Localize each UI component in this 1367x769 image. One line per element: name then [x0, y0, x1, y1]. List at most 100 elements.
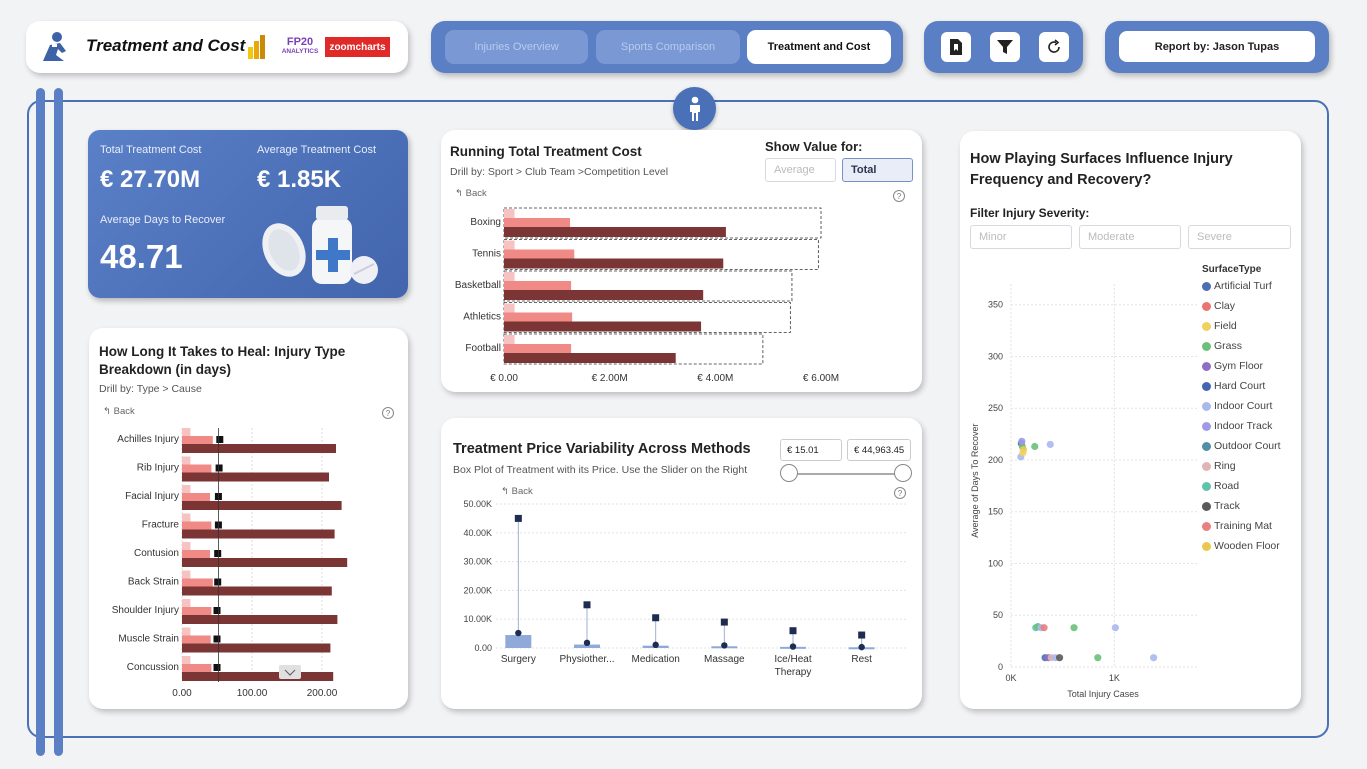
median-marker: [583, 639, 591, 647]
injured-athlete-icon: [43, 32, 66, 61]
bar: [182, 672, 334, 681]
bar: [504, 321, 702, 332]
legend-item[interactable]: Wooden Floor: [1202, 540, 1280, 552]
bar: [504, 290, 704, 300]
avg-marker: [216, 436, 224, 443]
tab-injuries-overview[interactable]: Injuries Overview: [445, 30, 588, 64]
legend-dot-icon: [1202, 541, 1211, 551]
bar: [182, 436, 213, 444]
toggle-average[interactable]: Average: [765, 158, 836, 182]
filter-button[interactable]: [990, 32, 1020, 62]
filter-severity-label: Filter Injury Severity:: [970, 206, 1090, 220]
legend-item[interactable]: Gym Floor: [1202, 360, 1263, 372]
y-tick-label: Athletics: [463, 312, 501, 323]
legend-label: Road: [1214, 480, 1240, 492]
filter-moderate[interactable]: Moderate: [1079, 225, 1181, 249]
bar: [182, 599, 191, 608]
box: [574, 644, 600, 648]
y-tick-label: Facial Injury: [125, 491, 179, 502]
legend-label: Field: [1214, 320, 1237, 332]
legend-item[interactable]: Artificial Turf: [1202, 280, 1272, 292]
y-tick-label: 40.00K: [463, 528, 492, 538]
price-slider-track: [789, 473, 904, 475]
legend-item[interactable]: Road: [1202, 480, 1239, 492]
scatter-point: [1150, 654, 1158, 662]
person-icon: [689, 96, 700, 121]
legend-item[interactable]: Hard Court: [1202, 380, 1265, 392]
back-button[interactable]: ↰ Back: [455, 188, 487, 199]
avg-days-label: Average Days to Recover: [100, 214, 226, 226]
scatter-point: [1019, 449, 1027, 457]
median-marker: [789, 643, 797, 650]
x-tick-label: Ice/Heat: [774, 654, 811, 665]
back-button[interactable]: ↰ Back: [103, 406, 135, 417]
slider-max-input[interactable]: € 44,963.45: [847, 439, 911, 461]
legend-item[interactable]: Training Mat: [1202, 520, 1272, 532]
legend-item[interactable]: Grass: [1202, 340, 1242, 352]
y-tick-label: Contusion: [134, 548, 179, 559]
help-icon[interactable]: ?: [894, 487, 906, 499]
help-icon[interactable]: ?: [893, 190, 905, 202]
medicine-illustration-icon: [262, 206, 378, 284]
back-button[interactable]: ↰ Back: [501, 486, 533, 497]
title-card: Treatment and Cost FP20 ANALYTICS zoomch…: [26, 21, 408, 73]
zoomcharts-logo: zoomcharts: [325, 37, 390, 57]
legend-item[interactable]: Clay: [1202, 300, 1235, 312]
y-tick-label: Rib Injury: [137, 463, 179, 474]
bar: [182, 428, 191, 437]
bar: [182, 493, 210, 501]
surface-card: How Playing Surfaces Influence Injury Fr…: [960, 131, 1301, 709]
refresh-button[interactable]: [1039, 32, 1069, 62]
tab-treatment-and-cost[interactable]: Treatment and Cost: [747, 30, 891, 64]
legend-item[interactable]: Indoor Court: [1202, 400, 1272, 412]
legend-dot-icon: [1202, 301, 1211, 311]
y-tick-label: Shoulder Injury: [112, 605, 179, 616]
legend-item[interactable]: Ring: [1202, 460, 1236, 472]
bar: [504, 335, 515, 344]
powerbi-logo-icon: [248, 35, 265, 59]
bar: [504, 303, 515, 313]
price-subtitle: Box Plot of Treatment with its Price. Us…: [453, 464, 748, 476]
bar: [182, 627, 191, 637]
legend-dot-icon: [1202, 281, 1211, 291]
slider-min-input[interactable]: € 15.01: [780, 439, 842, 461]
legend-item[interactable]: Indoor Track: [1202, 420, 1272, 432]
legend-item[interactable]: Outdoor Court: [1202, 440, 1281, 452]
bar: [504, 249, 575, 259]
person-button[interactable]: [673, 87, 716, 130]
filter-severe[interactable]: Severe: [1188, 225, 1291, 249]
bookmark-button[interactable]: [941, 32, 971, 62]
bar: [182, 656, 191, 665]
heal-time-card: How Long It Takes to Heal: Injury Type B…: [89, 328, 408, 709]
x-tick-label: 0.00: [172, 688, 192, 699]
page-title: Treatment and Cost: [86, 36, 246, 55]
slider-max-handle[interactable]: [894, 464, 912, 482]
page-navigation: Injuries Overview Sports Comparison Trea…: [431, 21, 903, 73]
max-marker: [652, 614, 660, 622]
report-by-container: Report by: Jason Tupas: [1105, 21, 1329, 73]
y-tick-label: Concussion: [127, 662, 179, 673]
help-icon[interactable]: ?: [382, 407, 394, 419]
legend-item[interactable]: Track: [1202, 500, 1240, 512]
avg-days-value: 48.71: [100, 238, 183, 275]
filter-minor[interactable]: Minor: [970, 225, 1072, 249]
avg-marker: [214, 550, 222, 557]
legend-item[interactable]: Field: [1202, 320, 1237, 332]
legend-dot-icon: [1202, 401, 1211, 411]
slider-min-handle[interactable]: [780, 464, 798, 482]
tab-sports-comparison[interactable]: Sports Comparison: [596, 30, 740, 64]
legend-label: Artificial Turf: [1214, 280, 1272, 292]
bar: [182, 664, 212, 672]
scatter-point: [1031, 442, 1039, 451]
x-axis-label: Total Injury Cases: [1067, 689, 1139, 699]
filter-icon: [997, 40, 1013, 54]
y-tick-label: 50: [993, 610, 1003, 620]
x-tick-label: 100.00: [237, 688, 268, 699]
y-tick-label: 0.00: [474, 643, 492, 653]
surface-title-line1: How Playing Surfaces Influence Injury: [970, 151, 1233, 167]
legend-dot-icon: [1202, 421, 1211, 431]
avg-cost-value: € 1.85K: [257, 166, 342, 193]
y-axis-label: Average of Days To Recover: [970, 424, 980, 538]
toggle-total[interactable]: Total: [842, 158, 913, 182]
scatter-point: [1055, 654, 1064, 662]
